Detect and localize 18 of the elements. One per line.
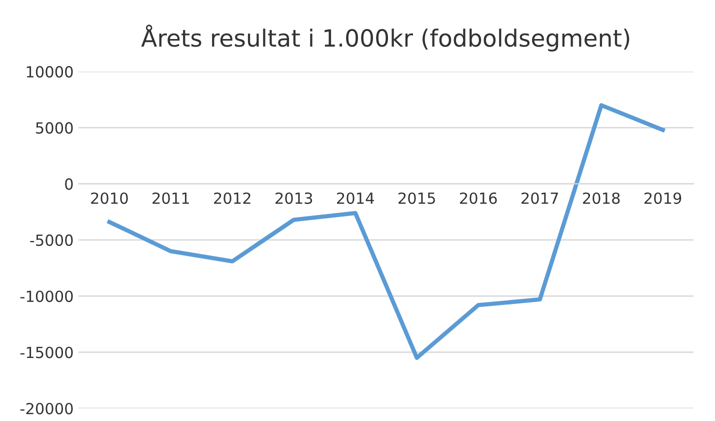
x-tick-label: 2011 (152, 192, 189, 204)
x-tick-label: 2016 (460, 192, 497, 204)
y-tick-label: 10000 (26, 66, 73, 78)
x-tick-label: 2010 (91, 192, 128, 204)
x-tick-label: 2019 (644, 192, 682, 204)
x-tick-label: 2017 (522, 192, 558, 204)
y-tick-label: -10000 (20, 290, 73, 302)
y-tick-label: -15000 (20, 346, 73, 358)
y-tick-label: -5000 (30, 234, 73, 246)
chart-title: Årets resultat i 1.000kr (fodboldsegment) (141, 24, 630, 52)
x-tick-label: 2014 (337, 192, 374, 204)
x-tick-label: 2015 (398, 192, 435, 204)
x-tick-label: 2012 (214, 192, 250, 204)
y-tick-label: 5000 (36, 122, 73, 134)
y-tick-label: 0 (65, 178, 73, 190)
y-tick-label: -20000 (20, 402, 73, 414)
x-tick-label: 2018 (582, 192, 620, 204)
x-tick-label: 2013 (276, 192, 312, 204)
